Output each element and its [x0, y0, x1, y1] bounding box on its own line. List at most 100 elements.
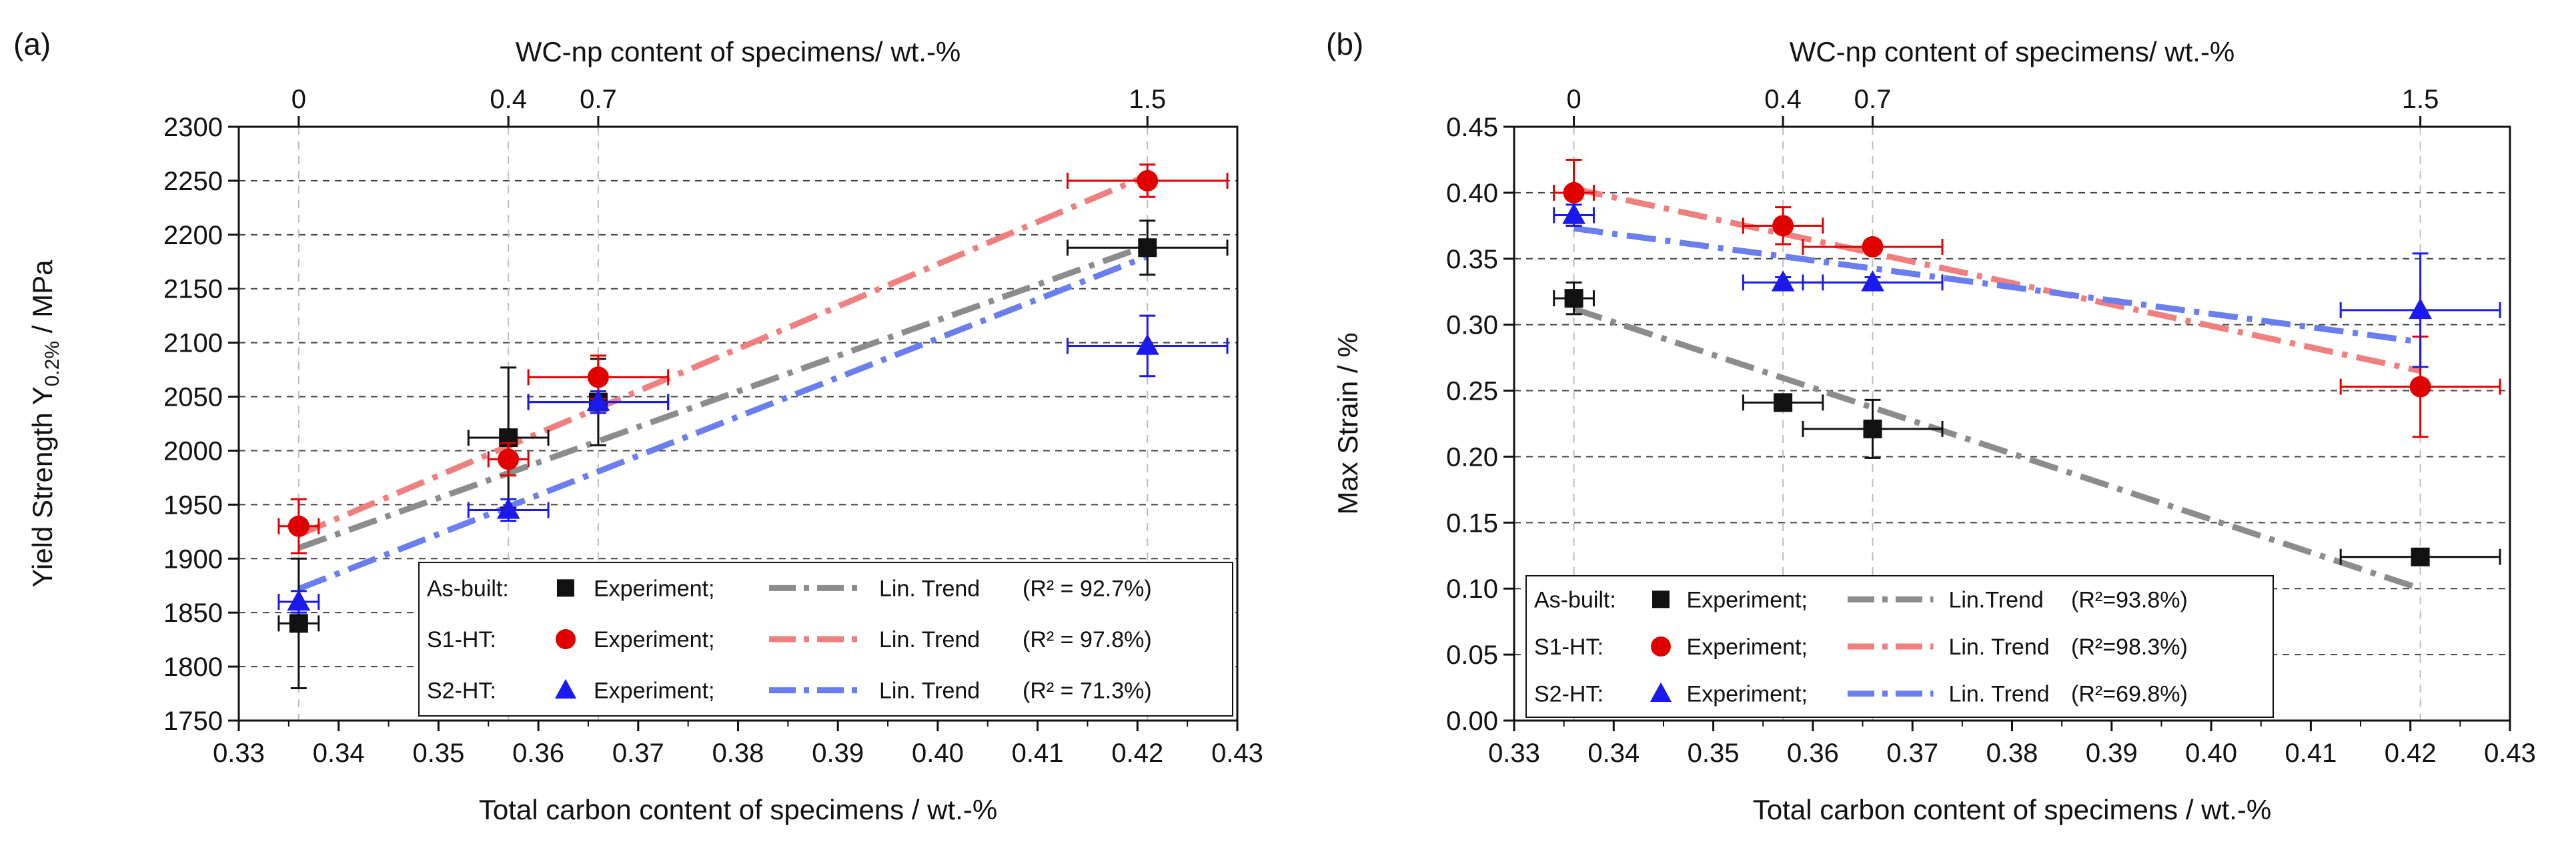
- legend-series-name: S2-HT:: [427, 679, 496, 704]
- y-tick-label: 2000: [163, 436, 223, 466]
- legend-marker: [557, 579, 574, 597]
- legend-trend-label: Lin. Trend: [879, 679, 980, 704]
- y-axis-title: Max Strain / %: [1332, 332, 1363, 514]
- x-tick-label: 0.40: [2185, 739, 2237, 768]
- legend-r2-label: (R² = 71.3%): [1023, 679, 1152, 704]
- data-point-1-1: [1772, 215, 1794, 237]
- y-tick-label: 1850: [163, 598, 223, 628]
- top-tick-label: 0: [291, 85, 306, 114]
- data-point-2-0: [287, 589, 311, 611]
- x-tick-label: 0.39: [2086, 739, 2138, 768]
- panel-label: (b): [1326, 27, 1363, 61]
- y-tick-label: 1750: [163, 707, 223, 736]
- y-tick-label: 2300: [163, 113, 223, 142]
- x-tick-label: 0.38: [712, 739, 764, 768]
- legend-marker: [556, 629, 576, 649]
- y-tick-label: 2150: [163, 275, 223, 304]
- y-tick-label: 1950: [163, 490, 223, 520]
- legend-marker: [554, 679, 577, 699]
- legend-trend-label: Lin. Trend: [879, 627, 980, 653]
- x-tick-label: 0.33: [213, 739, 265, 768]
- legend-r2-label: (R²=98.3%): [2071, 634, 2188, 660]
- legend-trend-label: Lin. Trend: [1948, 682, 2049, 707]
- top-tick-label: 1.5: [2402, 85, 2439, 114]
- y-tick-label: 0.05: [1446, 641, 1498, 670]
- legend-trend-label: Lin. Trend: [1948, 634, 2049, 660]
- panel-b: (b)0.33 0.34 0.35 0.36 0.37 0.38 0.39 0.40 0.41 0…: [1326, 27, 2536, 825]
- x-tick-label: 0.42: [2385, 739, 2437, 768]
- data-point-2-3: [2409, 298, 2432, 320]
- trend-line-1: [297, 172, 1149, 538]
- legend-marker: [1650, 636, 1671, 657]
- y-tick-label: 0.00: [1446, 707, 1498, 736]
- x-tick-label: 0.41: [2285, 739, 2337, 768]
- legend-series-name: As-built:: [1534, 587, 1616, 612]
- data-point-2-2: [1861, 270, 1884, 292]
- y-axis-title-main: Max Strain / %: [1332, 332, 1363, 514]
- top-tick-label: 0.7: [580, 85, 617, 114]
- x-tick-label: 0.36: [1787, 739, 1839, 768]
- legend-series-name: S1-HT:: [427, 627, 496, 653]
- y-tick-label: 0.20: [1446, 442, 1498, 472]
- legend: As-built: Experiment; Lin. Trend (R² = 92.7…: [418, 562, 1233, 717]
- x-tick-label: 0.33: [1488, 739, 1540, 768]
- legend-marker: [1652, 590, 1670, 608]
- x-tick-label: 0.41: [1012, 739, 1064, 768]
- legend-r2-label: (R²=69.8%): [2071, 682, 2188, 707]
- data-point-0-0: [289, 614, 308, 633]
- y-tick-label: 0.45: [1446, 113, 1498, 142]
- data-point-1-3: [2409, 376, 2431, 398]
- x-tick-label: 0.42: [1111, 739, 1163, 768]
- x-tick-label: 0.35: [1688, 739, 1740, 768]
- x-tick-label: 0.37: [1886, 739, 1938, 768]
- y-tick-label: 0.40: [1446, 179, 1498, 208]
- y-tick-label: 0.10: [1446, 574, 1498, 604]
- y-axis-title: Yield Strength Y0.2% / MPa: [27, 260, 63, 588]
- top-tick-label: 0.4: [1764, 85, 1802, 114]
- legend-experiment-label: Experiment;: [594, 576, 714, 601]
- y-tick-label: 0.30: [1446, 311, 1498, 340]
- legend-experiment-label: Experiment;: [594, 627, 714, 653]
- y-axis-title-main: Yield Strength Y: [27, 386, 58, 587]
- top-tick-label: 0: [1566, 85, 1581, 114]
- top-axis-title: WC-np content of specimens/ wt.-%: [516, 36, 961, 67]
- legend-r2-label: (R²=93.8%): [2071, 587, 2188, 612]
- legend-r2-label: (R² = 92.7%): [1023, 576, 1152, 601]
- data-point-2-1: [496, 498, 520, 519]
- panel-a: (a)0.33 0.34 0.35 0.36 0.37 0.38 0.39 0.40 0.41 0…: [13, 27, 1263, 825]
- y-tick-label: 2050: [163, 383, 223, 412]
- legend-r2-label: (R² = 97.8%): [1023, 627, 1152, 653]
- data-point-1-0: [287, 515, 309, 537]
- top-axis-title: WC-np content of specimens/ wt.-%: [1790, 36, 2235, 67]
- x-tick-label: 0.37: [612, 739, 664, 768]
- x-tick-label: 0.36: [512, 739, 564, 768]
- data-point-0-1: [1774, 393, 1793, 412]
- y-tick-label: 0.15: [1446, 508, 1498, 538]
- data-point-1-1: [498, 448, 520, 470]
- legend-series-name: S1-HT:: [1534, 634, 1603, 660]
- top-tick-label: 1.5: [1129, 85, 1166, 114]
- data-point-2-3: [1135, 334, 1159, 355]
- x-tick-label: 0.35: [412, 739, 464, 768]
- x-tick-label: 0.39: [812, 739, 864, 768]
- x-tick-label: 0.34: [313, 739, 365, 768]
- x-axis-title: Total carbon content of specimens / wt.-…: [1753, 794, 2271, 825]
- legend-experiment-label: Experiment;: [1687, 682, 1808, 707]
- x-axis-title: Total carbon content of specimens / wt.-…: [479, 794, 997, 825]
- data-point-0-0: [1564, 289, 1583, 308]
- y-tick-label: 1800: [163, 653, 223, 682]
- data-point-1-2: [587, 366, 609, 388]
- x-tick-label: 0.38: [1986, 739, 2038, 768]
- legend-series-name: S2-HT:: [1534, 682, 1603, 707]
- data-point-1-0: [1563, 181, 1585, 203]
- y-tick-label: 2100: [163, 329, 223, 358]
- top-tick-label: 0.4: [490, 85, 527, 114]
- trend-line-0: [297, 242, 1149, 551]
- data-point-0-3: [2411, 547, 2430, 566]
- y-tick-label: 1900: [163, 544, 223, 574]
- legend-trend-label: Lin.Trend: [1948, 587, 2043, 612]
- x-tick-label: 0.34: [1587, 739, 1640, 768]
- data-point-2-2: [586, 390, 610, 411]
- y-axis-title-sub: 0.2%: [41, 341, 63, 386]
- legend-marker: [1650, 682, 1672, 702]
